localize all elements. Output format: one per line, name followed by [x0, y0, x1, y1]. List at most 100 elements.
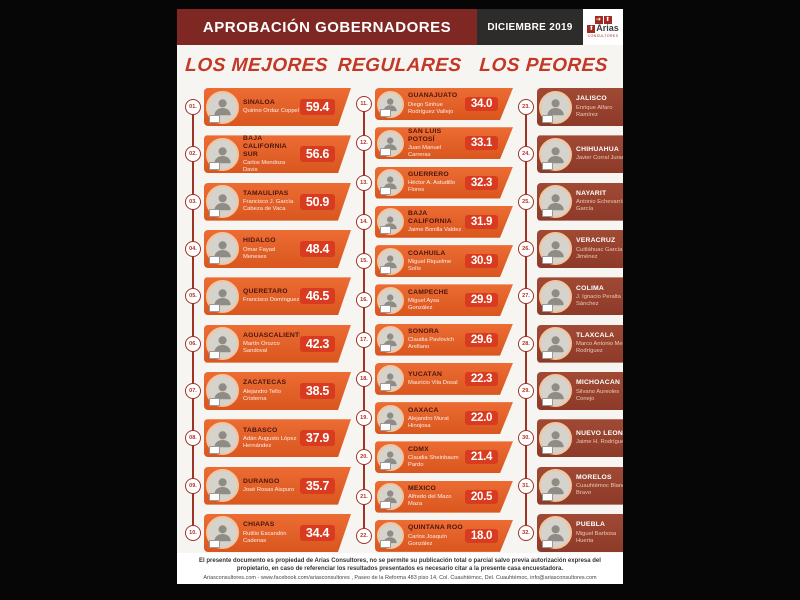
rank-badge: 12.	[356, 135, 372, 152]
party-badge-icon	[209, 351, 220, 359]
person-silhouette-icon	[211, 143, 234, 166]
governor-photo	[539, 374, 572, 407]
state-name: TABASCO	[243, 426, 278, 434]
ranking-columns: 01. SINALOA Quirino Ordaz Coppel 59.4	[177, 87, 623, 553]
governor-names: GUERRERO Héctor A. Astudillo Flores	[408, 171, 465, 194]
rank-badge: 26.	[518, 240, 534, 257]
state-name: COLIMA	[576, 284, 605, 292]
person-silhouette-icon	[544, 143, 567, 166]
governor-names: SINALOA Quirino Ordaz Coppel	[243, 99, 300, 115]
infographic-poster: APROBACIÓN GOBERNADORES DICIEMBRE 2019 ➜…	[177, 9, 623, 592]
person-silhouette-icon	[544, 95, 567, 118]
approval-score: 46.5	[300, 288, 335, 304]
governor-row: 09. DURANGO José Rosas Aispuro 35.7	[185, 466, 351, 506]
rank-badge: 14.	[356, 213, 372, 230]
governor-name: Miguel Riquelme Solís	[408, 258, 452, 272]
governor-names: TLAXCALA Marco Antonio Mena Rodríguez	[576, 332, 623, 355]
rank-badge: 09.	[185, 477, 201, 494]
ranking-ribbon: CDMX Claudia Sheinbaum Pardo 21.4	[375, 441, 513, 473]
governor-photo	[206, 185, 239, 218]
rank-badge: 32.	[518, 524, 534, 541]
governor-photo	[206, 280, 239, 313]
ranking-ribbon: TABASCO Adán Augusto López Hernández 37.…	[204, 419, 351, 457]
governor-name: Enrique Alfaro Ramírez	[576, 104, 613, 118]
arrow-up-icon: ⬆	[603, 16, 612, 24]
governor-name: Alejandro Murat Hinojosa	[408, 415, 449, 429]
governor-photo	[539, 232, 572, 265]
governor-photo	[377, 326, 404, 353]
governor-row: 15. COAHUILA Miguel Riquelme Solís 30.9	[356, 244, 513, 278]
approval-score: 56.6	[300, 146, 335, 162]
state-name: MÉXICO	[408, 485, 437, 493]
person-silhouette-icon	[211, 190, 234, 213]
party-badge-icon	[542, 256, 553, 264]
governor-names: BAJA CALIFORNIA SUR Carlos Mendoza Davis	[243, 135, 300, 174]
state-name: JALISCO	[576, 95, 607, 103]
governor-row: 27. COLIMA J. Ignacio Peralta Sánchez 11…	[518, 276, 623, 316]
header-bar: APROBACIÓN GOBERNADORES DICIEMBRE 2019 ➜…	[177, 9, 623, 45]
approval-score: 35.7	[300, 478, 335, 494]
person-silhouette-icon	[211, 332, 234, 355]
rank-badge: 18.	[356, 370, 372, 387]
rank-badge: 10.	[185, 524, 201, 541]
governor-name: José Rosas Aispuro	[243, 486, 295, 493]
party-badge-icon	[209, 304, 220, 312]
rank-badge: 31.	[518, 477, 534, 494]
rank-badge: 06.	[185, 335, 201, 352]
arias-logo-text: Arias	[596, 23, 619, 33]
governor-names: CAMPECHE Miguel Aysa González	[408, 289, 465, 312]
state-name: BAJA CALIFORNIA	[408, 209, 452, 225]
state-name: PUEBLA	[576, 521, 606, 529]
approval-score: 22.3	[465, 372, 498, 386]
governor-names: TABASCO Adán Augusto López Hernández	[243, 427, 300, 450]
governor-row: 17. SONORA Claudia Pavlovich Arellano 29…	[356, 323, 513, 357]
ranking-ribbon: AGUASCALIENTES Martín Orozco Sandoval 42…	[204, 325, 351, 363]
state-name: CAMPECHE	[408, 288, 449, 296]
footer-disclaimer: El presente documento es propiedad de Ar…	[177, 553, 623, 585]
governor-row: 13. GUERRERO Héctor A. Astudillo Flores …	[356, 166, 513, 200]
person-silhouette-icon	[544, 474, 567, 497]
rank-badge: 20.	[356, 449, 372, 466]
governor-name: Alejandro Tello Cristerna	[243, 388, 281, 402]
governor-name: Claudia Sheinbaum Pardo	[408, 455, 459, 468]
governor-row: 01. SINALOA Quirino Ordaz Coppel 59.4	[185, 87, 351, 127]
governor-names: TAMAULIPAS Francisco J. García Cabeza de…	[243, 190, 300, 213]
governor-row: 31. MORELOS Cuauhtémoc Blanco Bravo 5.6	[518, 466, 623, 506]
party-badge-icon	[380, 226, 391, 234]
governor-names: AGUASCALIENTES Martín Orozco Sandoval	[243, 332, 300, 355]
state-name: BAJA CALIFORNIA SUR	[243, 134, 287, 158]
governor-name: Francisco J. García Cabeza de Vaca	[243, 199, 294, 213]
person-silhouette-icon	[544, 427, 567, 450]
governor-name: Jaime Bonilla Valdez	[408, 226, 462, 233]
state-name: SONORA	[408, 328, 440, 336]
rank-badge: 24.	[518, 146, 534, 163]
rank-badge: 03.	[185, 193, 201, 210]
party-badge-icon	[380, 462, 391, 470]
governor-row: 25. NAYARIT Antonio Echevarría García 15…	[518, 182, 623, 222]
ranking-ribbon: BAJA CALIFORNIA Jaime Bonilla Valdez 31.…	[375, 206, 513, 238]
governor-names: VERACRUZ Cuitláhuac García Jiménez	[576, 237, 623, 260]
approval-score: 34.0	[465, 97, 498, 111]
governor-names: CHIAPAS Rutilio Escandón Cadenas	[243, 521, 300, 544]
ranking-ribbon: MÉXICO Alfredo del Mazo Maza 20.5	[375, 481, 513, 513]
governor-name: Cuitláhuac García Jiménez	[576, 246, 623, 260]
party-badge-icon	[542, 162, 553, 170]
governor-row: 16. CAMPECHE Miguel Aysa González 29.9	[356, 283, 513, 317]
governor-names: CHIHUAHUA Javier Corral Jurado	[576, 146, 623, 162]
governor-photo	[377, 483, 404, 510]
governor-row: 28. TLAXCALA Marco Antonio Mena Rodrígue…	[518, 324, 623, 364]
governor-photo	[377, 91, 404, 118]
rank-badge: 07.	[185, 382, 201, 399]
person-silhouette-icon	[544, 332, 567, 355]
ranking-ribbon: COLIMA J. Ignacio Peralta Sánchez 11.8	[537, 277, 623, 315]
state-name: QUINTANA ROO	[408, 524, 463, 532]
governor-names: DURANGO José Rosas Aispuro	[243, 478, 300, 494]
governor-row: 14. BAJA CALIFORNIA Jaime Bonilla Valdez…	[356, 205, 513, 239]
connector-line	[363, 104, 365, 536]
governor-name: J. Ignacio Peralta Sánchez	[576, 293, 621, 307]
state-name: DURANGO	[243, 477, 280, 485]
governor-names: MÉXICO Alfredo del Mazo Maza	[408, 485, 465, 508]
person-silhouette-icon	[544, 379, 567, 402]
column-peores: 23. JALISCO Enrique Alfaro Ramírez 17.9	[518, 87, 623, 553]
governor-photo	[377, 522, 404, 549]
